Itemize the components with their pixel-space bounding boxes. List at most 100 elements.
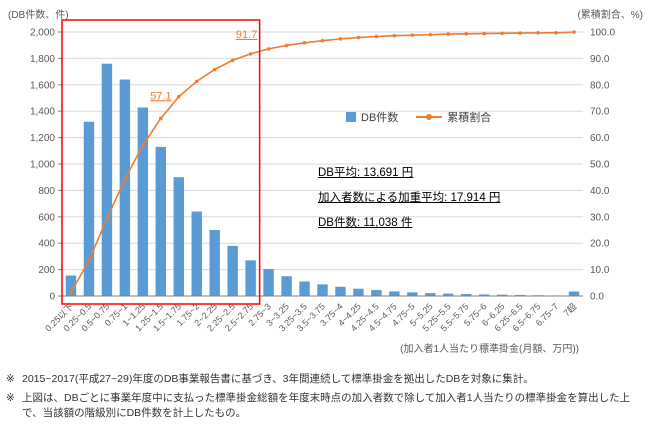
y-right-tick-label: 80.0 (590, 80, 610, 91)
cumulative-point (212, 67, 217, 72)
footnote-2-marker: ※ (6, 392, 15, 405)
bar (173, 177, 184, 296)
bar (371, 290, 382, 296)
cumulative-point (159, 116, 163, 121)
footnotes: ※ 2015~2017(平成27~29)年度のDB事業報告書に基づき、3年間連続… (6, 372, 644, 426)
cumulative-point (266, 47, 271, 51)
cumulative-point (302, 41, 307, 45)
bar (425, 293, 436, 296)
y-right-tick-label: 40.0 (590, 186, 610, 197)
cumulative-point (356, 35, 361, 40)
legend-cumulative-label: 累積割合 (447, 112, 492, 124)
legend-db-count: DB件数 (346, 109, 398, 125)
cumulative-point (410, 33, 415, 37)
bar (478, 294, 490, 296)
bar (317, 284, 328, 296)
footnote-2: ※ 上図は、DBごとに事業年度中に支払った標準掛金総額を年度末時点の加入者数で除… (6, 391, 644, 421)
cumulative-point (554, 30, 558, 35)
legend-db-count-label: DB件数 (361, 112, 399, 124)
y-left-tick-label: 1,000 (30, 160, 55, 171)
legend-cumulative: 累積割合 (416, 109, 491, 125)
bar (353, 288, 364, 296)
pareto-chart: 0 200 400 600 800 1,000 1,200 1,400 1,600 1,800 2,… (8, 10, 643, 355)
bar (335, 286, 346, 296)
cumulative-point (284, 43, 289, 48)
cumulative-point (374, 34, 379, 39)
y-left-tick-label: 2,000 (30, 28, 55, 39)
y-left-tick-label: 1,200 (30, 133, 55, 144)
bar (137, 107, 149, 296)
y-right-tick-label: 50.0 (590, 160, 610, 171)
y-left-tick-label: 200 (38, 265, 55, 276)
bar (281, 276, 292, 296)
bar (101, 63, 113, 297)
x-axis-title: (加入者1人当たり標準掛金(月額、万円)) (400, 344, 579, 355)
footnote-1-text: 2015~2017(平成27~29)年度のDB事業報告書に基づき、3年間連続して… (22, 373, 534, 385)
bar (209, 230, 220, 296)
line-marker-icon (416, 114, 443, 120)
x-tick-label: 7超 (561, 301, 579, 319)
bar (65, 275, 77, 296)
cumulative-point (518, 31, 522, 35)
bar (443, 293, 454, 296)
y-right-tick-label: 90.0 (590, 54, 610, 65)
bar (407, 292, 418, 296)
bar (155, 146, 167, 296)
bar (263, 268, 274, 296)
footnote-2-text: 上図は、DBごとに事業年度中に支払った標準掛金総額を年度末時点の加入者数で除して… (22, 392, 631, 420)
right-axis-title: (累積割合、%) (577, 10, 643, 21)
y-right-tick-label: 60.0 (590, 133, 610, 144)
bar (191, 211, 202, 296)
cumulative-point (176, 94, 181, 99)
cumulative-point (87, 258, 91, 263)
bar (568, 291, 580, 296)
bar (514, 294, 526, 296)
bar (496, 294, 508, 296)
stat-db-average: DB平均: 13,691 円 (318, 167, 414, 179)
cumulative-point (123, 177, 127, 182)
point-label: 57.1 (150, 90, 171, 102)
stat-db-count: DB件数: 11,038 件 (318, 217, 413, 229)
y-left-tick-label: 1,400 (30, 107, 55, 118)
y-right-tick-label: 20.0 (590, 239, 610, 250)
cumulative-point (69, 290, 73, 295)
cumulative-point (392, 33, 397, 38)
point-label: 91.7 (236, 29, 257, 41)
bar (299, 281, 310, 296)
left-axis-title: (DB件数、件) (8, 10, 69, 21)
bar (119, 79, 131, 297)
chart-canvas: 0 200 400 600 800 1,000 1,200 1,400 1,600 1,800 2,… (30, 19, 615, 334)
cumulative-point (338, 37, 343, 41)
y-left-tick-label: 0 (49, 292, 55, 303)
y-right-tick-label: 10.0 (590, 265, 610, 276)
y-right-tick-label: 0.0 (590, 292, 604, 303)
cumulative-point (230, 58, 235, 63)
footnote-1-marker: ※ (6, 373, 15, 385)
stat-weighted-average: 加入者数による加重平均: 17,914 円 (318, 192, 501, 204)
bar (227, 245, 238, 296)
y-left-tick-label: 400 (38, 239, 55, 250)
bar (245, 260, 256, 296)
chart-legend: DB件数 累積割合 (346, 109, 491, 125)
cumulative-point (536, 30, 540, 35)
cumulative-point (482, 31, 486, 36)
stats-box: DB平均: 13,691 円 加入者数による加重平均: 17,914 円 DB件… (318, 164, 500, 239)
y-left-tick-label: 800 (38, 186, 55, 197)
bar (461, 294, 472, 296)
y-left-tick-label: 600 (38, 212, 55, 223)
cumulative-point (105, 216, 109, 221)
y-right-tick-label: 70.0 (590, 107, 610, 118)
highlight-box (61, 19, 261, 305)
cumulative-point (464, 32, 469, 36)
y-left-tick-label: 1,600 (30, 80, 55, 91)
bar (389, 291, 400, 296)
y-right-tick-label: 100.0 (590, 28, 615, 39)
footnote-1: ※ 2015~2017(平成27~29)年度のDB事業報告書に基づき、3年間連続… (6, 372, 644, 387)
y-right-tick-label: 30.0 (590, 212, 610, 223)
cumulative-point (428, 32, 433, 37)
cumulative-point (572, 30, 576, 34)
cumulative-point (500, 31, 504, 36)
cumulative-point (141, 143, 145, 148)
cumulative-point (446, 32, 451, 36)
